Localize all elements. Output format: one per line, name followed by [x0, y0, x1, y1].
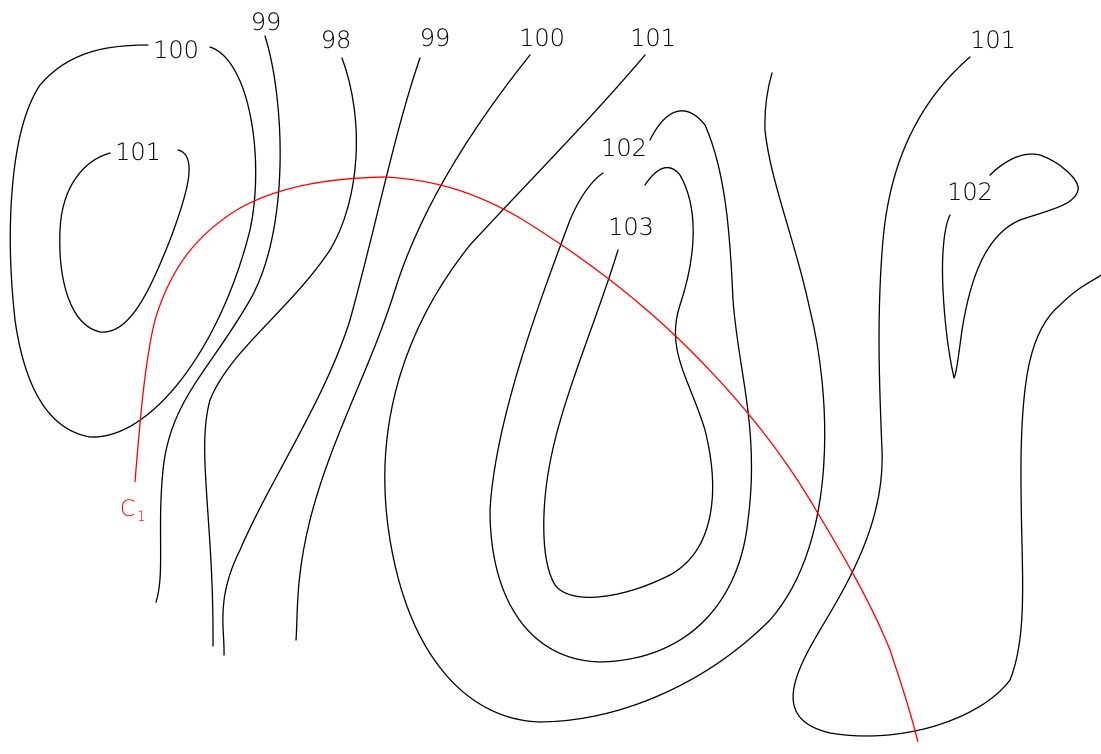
contour-line-101-small-loop	[59, 149, 190, 333]
path-label-letter: C	[120, 497, 135, 522]
contour-label-99-right: 99	[420, 24, 451, 52]
contour-line-101-u-loop	[384, 54, 826, 723]
contour-label-101-center: 101	[630, 24, 676, 52]
path-label-c1: C 1	[120, 497, 146, 525]
contour-line-102-spike	[941, 153, 1079, 379]
contour-line-98	[204, 57, 358, 647]
contour-label-102-right: 102	[947, 178, 993, 206]
contour-line-101-right	[792, 56, 1101, 737]
contour-label-99-left: 99	[251, 8, 282, 36]
path-label-subscript: 1	[137, 509, 146, 525]
contour-label-98: 98	[321, 26, 352, 54]
contour-line-100-right	[295, 54, 531, 641]
contour-label-100-left: 100	[153, 36, 199, 64]
contour-line-99-left	[155, 35, 281, 603]
contour-label-101-right: 101	[970, 26, 1016, 54]
red-path-c1	[134, 176, 919, 743]
contour-line-102-u-loop	[489, 110, 753, 663]
contour-line-99-right	[222, 57, 421, 656]
contour-labels: 100 101 99 98 99 100 101 102 103 101 102	[115, 8, 1016, 241]
contour-lines	[9, 35, 1101, 737]
contour-label-101-left: 101	[115, 138, 161, 166]
contour-label-103: 103	[608, 213, 654, 241]
contour-label-100-right: 100	[519, 24, 565, 52]
contour-label-102-center: 102	[601, 134, 647, 162]
contour-line-103-loop	[543, 166, 714, 598]
